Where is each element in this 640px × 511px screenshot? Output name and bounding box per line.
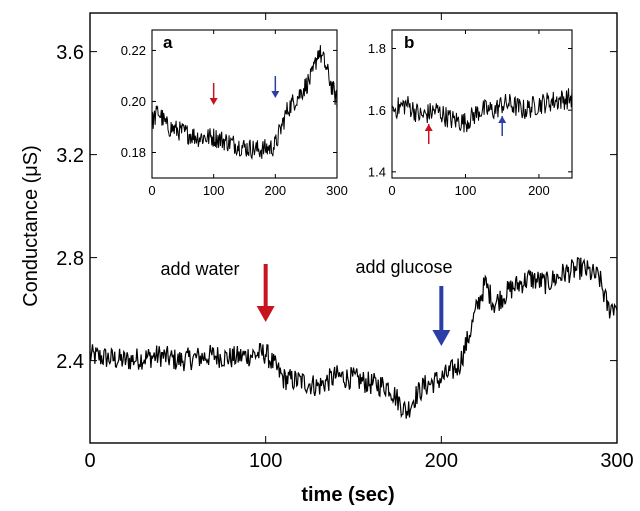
main-y-tick-label: 3.6 xyxy=(56,42,84,64)
inset-b-y-tick-label: 1.6 xyxy=(368,103,386,118)
inset-a-panel-label: a xyxy=(163,33,173,52)
inset-b-arrow-head xyxy=(424,124,433,131)
inset-a-y-tick-label: 0.22 xyxy=(121,43,146,58)
inset-a-x-tick-label: 100 xyxy=(203,183,225,198)
main-series-line xyxy=(89,257,618,419)
inset-b-chart: 0 100 200 1.4 1.6 1.8 xyxy=(368,29,573,198)
inset-a-x-tick-label: 0 xyxy=(148,183,155,198)
x-axis-title: time (sec) xyxy=(301,484,394,506)
inset-a-chart: 0 100 200 300 0.18 0.20 0.22 xyxy=(121,29,348,198)
inset-a-arrow-head xyxy=(271,91,280,98)
plot-layer: 0 100 200 300 2.4 2.8 3.2 3.6 0 100 200 300 0.18 0.20… xyxy=(56,12,634,472)
inset-b-panel-label: b xyxy=(404,33,414,52)
main-x-tick-label: 100 xyxy=(249,450,282,472)
inset-a-series-line xyxy=(151,45,338,160)
inset-a-x-tick-label: 200 xyxy=(264,183,286,198)
main-x-tick-label: 300 xyxy=(600,450,633,472)
inset-b-x-tick-label: 0 xyxy=(388,183,395,198)
inset-a-y-tick-label: 0.18 xyxy=(121,145,146,160)
inset-a-x-tick-label: 300 xyxy=(326,183,348,198)
main-x-tick-label: 200 xyxy=(425,450,458,472)
inset-a-background xyxy=(152,30,337,178)
main-y-tick-label: 3.2 xyxy=(56,145,84,167)
annotation-add-glucose: add glucose xyxy=(355,257,452,277)
inset-b-series-line xyxy=(391,88,573,133)
main-y-tick-label: 2.8 xyxy=(56,248,84,270)
inset-a-frame xyxy=(151,29,338,179)
main-x-tick-label: 0 xyxy=(84,450,95,472)
y-axis-title: Conductance (μS) xyxy=(20,145,42,307)
annotation-add-water: add water xyxy=(160,259,239,279)
main-arrow-head xyxy=(256,306,275,322)
inset-a-y-tick-label: 0.20 xyxy=(121,94,146,109)
inset-b-arrow-head xyxy=(498,116,507,123)
inset-b-y-tick-label: 1.8 xyxy=(368,41,386,56)
inset-b-y-tick-label: 1.4 xyxy=(368,165,386,180)
inset-a-arrow-head xyxy=(209,98,218,105)
main-chart: 0 100 200 300 2.4 2.8 3.2 3.6 xyxy=(56,12,634,472)
inset-b-frame xyxy=(391,29,573,179)
main-arrow-head xyxy=(432,330,451,346)
main-y-tick-label: 2.4 xyxy=(56,351,84,373)
main-frame xyxy=(89,12,618,444)
inset-b-x-tick-label: 100 xyxy=(455,183,477,198)
inset-b-x-tick-label: 200 xyxy=(528,183,550,198)
